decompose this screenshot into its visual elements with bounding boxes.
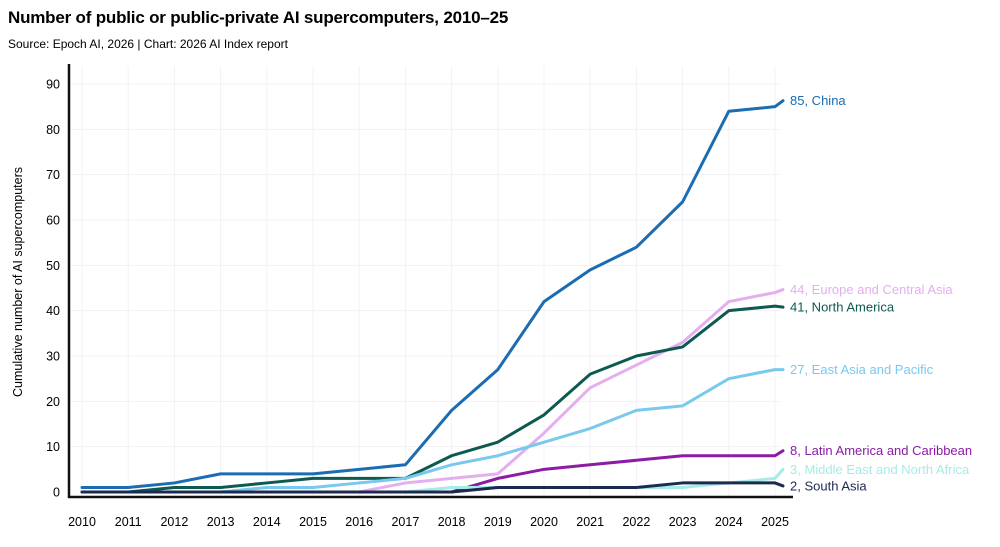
series-end-label-north-america: 41, North America <box>790 300 895 315</box>
y-tick-label-10: 10 <box>46 440 60 454</box>
series-end-label-east-asia-and-pacific: 27, East Asia and Pacific <box>790 362 934 377</box>
x-tick-label-2018: 2018 <box>438 515 466 529</box>
series-end-label-latin-america-and-caribbean: 8, Latin America and Caribbean <box>790 443 972 458</box>
x-tick-label-2013: 2013 <box>207 515 235 529</box>
x-tick-label-2017: 2017 <box>391 515 419 529</box>
y-tick-label-70: 70 <box>46 168 60 182</box>
y-tick-label-80: 80 <box>46 123 60 137</box>
series-end-label-europe-and-central-asia: 44, Europe and Central Asia <box>790 282 953 297</box>
series-line-china <box>80 99 785 489</box>
y-tick-label-50: 50 <box>46 259 60 273</box>
series-end-label-middle-east-and-north-africa: 3, Middle East and North Africa <box>790 462 970 477</box>
x-tick-label-2015: 2015 <box>299 515 327 529</box>
y-tick-label-30: 30 <box>46 350 60 364</box>
y-axis-title: Cumulative number of AI supercomputers <box>11 167 25 397</box>
series-end-label-south-asia: 2, South Asia <box>790 478 867 493</box>
x-tick-label-2024: 2024 <box>715 515 743 529</box>
y-tick-label-60: 60 <box>46 214 60 228</box>
x-tick-label-2020: 2020 <box>530 515 558 529</box>
y-tick-label-0: 0 <box>53 486 60 500</box>
series-line-north-america <box>80 304 785 494</box>
y-tick-label-90: 90 <box>46 78 60 92</box>
x-tick-label-2016: 2016 <box>345 515 373 529</box>
x-tick-label-2019: 2019 <box>484 515 512 529</box>
x-tick-label-2012: 2012 <box>160 515 188 529</box>
x-tick-label-2021: 2021 <box>576 515 604 529</box>
series-line-south-asia <box>80 481 785 494</box>
x-tick-label-2014: 2014 <box>253 515 281 529</box>
y-tick-label-20: 20 <box>46 395 60 409</box>
x-tick-label-2022: 2022 <box>622 515 650 529</box>
x-tick-label-2010: 2010 <box>68 515 96 529</box>
x-tick-label-2025: 2025 <box>761 515 789 529</box>
chart-subtitle: Source: Epoch AI, 2026 | Chart: 2026 AI … <box>8 37 288 51</box>
chart-title: Number of public or public-private AI su… <box>8 8 509 27</box>
series-line-europe-and-central-asia <box>80 288 785 494</box>
x-tick-label-2011: 2011 <box>115 515 142 529</box>
y-tick-label-40: 40 <box>46 304 60 318</box>
series-end-label-china: 85, China <box>790 93 846 108</box>
x-tick-label-2023: 2023 <box>669 515 697 529</box>
